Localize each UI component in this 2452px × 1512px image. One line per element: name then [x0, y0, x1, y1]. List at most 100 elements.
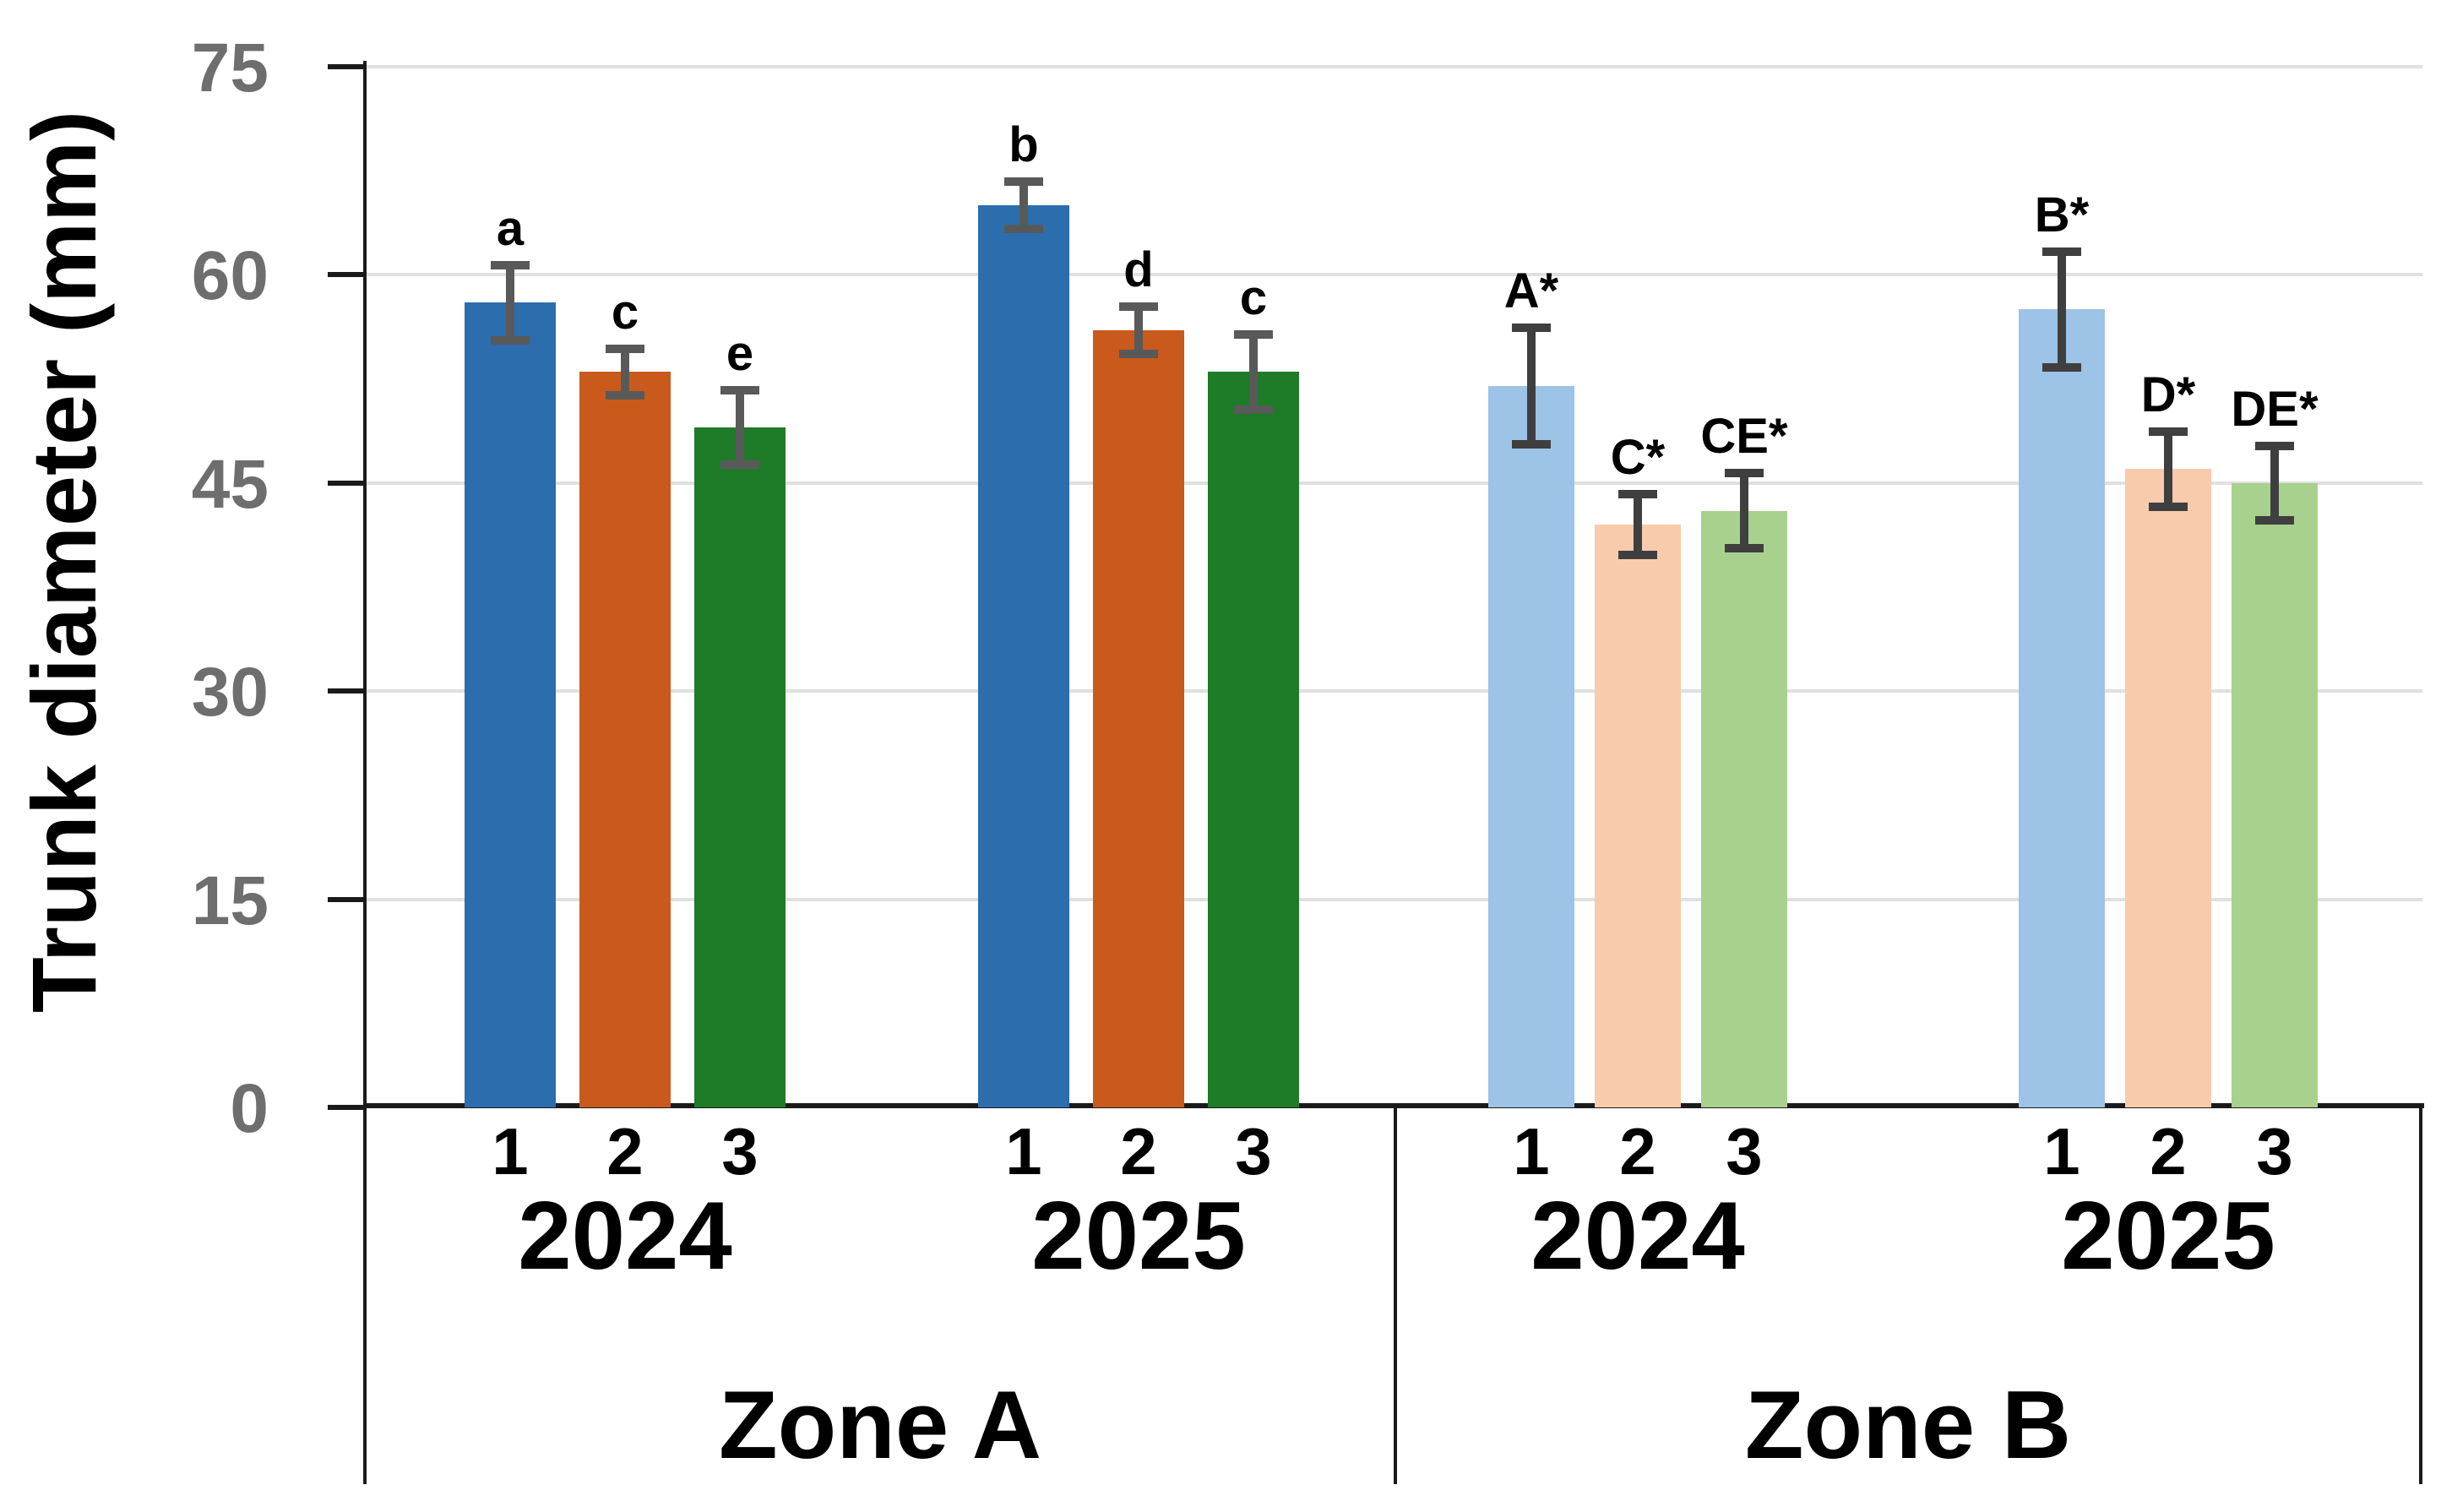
x-tick-label-zone-b-2025-3: 3 — [2256, 1114, 2293, 1188]
gridline-15 — [365, 897, 2422, 901]
bar-zone-b-2024-1 — [1488, 385, 1574, 1107]
error-bar-cap-bottom-zone-a-2024-2 — [606, 391, 644, 400]
sig-label-zone-a-2025-1: b — [1009, 117, 1039, 173]
year-label-zone-b-2025: 2025 — [2061, 1183, 2275, 1290]
year-label-zone-a-2024: 2024 — [518, 1183, 732, 1290]
sig-label-zone-b-2024-1: A* — [1503, 263, 1559, 318]
y-tick-mark-15 — [328, 896, 365, 902]
bar-zone-b-2025-2 — [2125, 469, 2211, 1107]
error-bar-cap-bottom-zone-a-2024-3 — [720, 460, 759, 470]
bar-zone-a-2024-1 — [465, 302, 556, 1107]
year-label-zone-b-2024: 2024 — [1530, 1183, 1745, 1290]
error-bar-cap-bottom-zone-b-2024-2 — [1618, 551, 1657, 560]
y-tick-label-15: 15 — [191, 862, 269, 939]
error-bar-line-zone-a-2024-3 — [736, 385, 744, 470]
error-bar-line-zone-b-2025-3 — [2270, 441, 2279, 525]
sig-label-zone-a-2024-3: e — [726, 325, 754, 381]
error-bar-line-zone-a-2024-1 — [506, 260, 514, 345]
error-bar-line-zone-b-2024-2 — [1634, 489, 1642, 560]
y-tick-mark-30 — [328, 688, 365, 694]
x-tick-label-zone-a-2025-3: 3 — [1235, 1114, 1272, 1188]
bar-zone-b-2025-1 — [2019, 309, 2105, 1107]
error-bar-cap-top-zone-a-2024-2 — [606, 344, 644, 353]
error-bar-cap-top-zone-a-2024-1 — [491, 260, 530, 269]
x-axis-line — [363, 1103, 2424, 1108]
y-axis-title-text: Trunk diameter (mm) — [12, 110, 115, 1014]
error-bar-line-zone-a-2024-2 — [621, 344, 629, 400]
zone-divider-1 — [1394, 1107, 1397, 1484]
error-bar-cap-top-zone-a-2024-3 — [720, 385, 759, 394]
y-axis-line — [363, 61, 367, 1484]
x-tick-label-zone-a-2025-2: 2 — [1120, 1114, 1157, 1188]
error-bar-cap-top-zone-b-2025-2 — [2149, 427, 2188, 437]
gridline-30 — [365, 689, 2422, 693]
gridline-45 — [365, 481, 2422, 485]
bar-zone-a-2024-3 — [694, 427, 786, 1107]
error-bar-cap-top-zone-b-2025-3 — [2255, 441, 2294, 450]
x-tick-label-zone-b-2025-1: 1 — [2043, 1114, 2080, 1188]
x-tick-label-zone-a-2025-1: 1 — [1005, 1114, 1042, 1188]
error-bar-cap-bottom-zone-b-2025-2 — [2149, 502, 2188, 511]
sig-label-zone-b-2024-3: CE* — [1700, 409, 1788, 465]
y-tick-label-0: 0 — [230, 1070, 269, 1147]
x-tick-label-zone-b-2024-2: 2 — [1619, 1114, 1656, 1188]
y-axis-title: Trunk diameter (mm) — [8, 0, 118, 1153]
error-bar-cap-bottom-zone-a-2024-1 — [491, 335, 530, 345]
error-bar-cap-top-zone-b-2024-3 — [1725, 469, 1764, 478]
gridline-60 — [365, 273, 2422, 277]
error-bar-cap-bottom-zone-b-2024-3 — [1725, 543, 1764, 552]
y-tick-label-60: 60 — [191, 237, 269, 315]
sig-label-zone-a-2024-1: a — [496, 200, 525, 256]
error-bar-cap-bottom-zone-a-2025-2 — [1119, 349, 1158, 358]
error-bar-line-zone-a-2025-3 — [1249, 330, 1258, 414]
bar-zone-a-2025-2 — [1093, 330, 1184, 1107]
bar-zone-a-2024-2 — [579, 372, 671, 1107]
sig-label-zone-b-2025-2: D* — [2140, 367, 2196, 423]
y-tick-label-30: 30 — [191, 654, 269, 732]
y-tick-mark-60 — [328, 272, 365, 278]
error-bar-cap-bottom-zone-b-2025-1 — [2042, 363, 2081, 373]
year-label-zone-a-2025: 2025 — [1031, 1183, 1246, 1290]
sig-label-zone-b-2025-1: B* — [2034, 187, 2090, 242]
error-bar-cap-top-zone-b-2024-1 — [1512, 323, 1551, 332]
x-tick-label-zone-b-2024-1: 1 — [1513, 1114, 1550, 1188]
bar-zone-a-2025-3 — [1208, 372, 1299, 1107]
sig-label-zone-b-2024-2: C* — [1610, 429, 1666, 485]
sig-label-zone-a-2024-2: c — [611, 284, 639, 340]
error-bar-cap-top-zone-a-2025-2 — [1119, 302, 1158, 312]
bar-zone-b-2024-2 — [1595, 525, 1681, 1107]
error-bar-line-zone-a-2025-2 — [1134, 302, 1143, 358]
sig-label-zone-a-2025-3: c — [1239, 270, 1268, 326]
error-bar-cap-bottom-zone-a-2025-3 — [1234, 405, 1273, 414]
bar-zone-b-2024-3 — [1701, 510, 1787, 1107]
sig-label-zone-b-2025-3: DE* — [2231, 381, 2319, 437]
error-bar-cap-top-zone-b-2025-1 — [2042, 247, 2081, 256]
error-bar-line-zone-b-2025-2 — [2164, 427, 2172, 511]
x-tick-label-zone-b-2025-2: 2 — [2150, 1114, 2187, 1188]
bar-zone-a-2025-1 — [978, 205, 1069, 1107]
error-bar-cap-top-zone-a-2025-1 — [1004, 177, 1043, 187]
bar-zone-b-2025-3 — [2232, 482, 2318, 1107]
error-bar-line-zone-b-2025-1 — [2058, 247, 2066, 373]
error-bar-cap-bottom-zone-b-2025-3 — [2255, 516, 2294, 525]
zone-label-zone-a: Zone A — [718, 1372, 1042, 1479]
x-tick-label-zone-a-2024-1: 1 — [492, 1114, 529, 1188]
y-tick-mark-45 — [328, 480, 365, 486]
zone-divider-2 — [2419, 1107, 2422, 1484]
y-tick-label-75: 75 — [191, 29, 269, 106]
x-tick-label-zone-a-2024-3: 3 — [721, 1114, 758, 1188]
x-tick-label-zone-b-2024-3: 3 — [1726, 1114, 1763, 1188]
error-bar-line-zone-b-2024-3 — [1740, 469, 1748, 552]
error-bar-cap-bottom-zone-a-2025-1 — [1004, 225, 1043, 234]
error-bar-line-zone-b-2024-1 — [1527, 323, 1536, 449]
error-bar-cap-top-zone-a-2025-3 — [1234, 330, 1273, 340]
error-bar-cap-top-zone-b-2024-2 — [1618, 489, 1657, 498]
y-tick-mark-75 — [328, 63, 365, 69]
error-bar-line-zone-a-2025-1 — [1019, 177, 1028, 234]
x-tick-label-zone-a-2024-2: 2 — [606, 1114, 644, 1188]
sig-label-zone-a-2025-2: d — [1123, 242, 1154, 298]
error-bar-cap-bottom-zone-b-2024-1 — [1512, 439, 1551, 449]
zone-label-zone-b: Zone B — [1744, 1372, 2072, 1479]
gridline-75 — [365, 64, 2422, 68]
